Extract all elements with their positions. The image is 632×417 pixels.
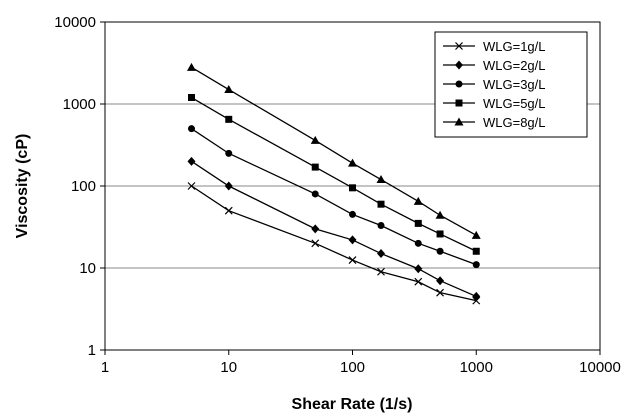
legend-item-5: WLG=8g/L — [443, 115, 546, 130]
legend-item-1: WLG=1g/L — [443, 39, 546, 54]
series-5 — [186, 62, 481, 239]
data-point-s2-8 — [472, 291, 481, 301]
series-3 — [187, 125, 480, 269]
data-point-s4-6 — [414, 219, 422, 227]
data-point-s2-1 — [187, 156, 196, 166]
data-point-s1-7 — [436, 288, 444, 297]
data-point-s4-2 — [225, 115, 233, 123]
data-point-s4-3 — [311, 163, 319, 171]
data-point-s2-5 — [377, 249, 386, 259]
series-line-4 — [191, 96, 477, 252]
data-point-s3-3 — [311, 190, 319, 198]
x-tick-label-1: 1 — [101, 359, 109, 376]
series-line-1 — [191, 185, 477, 302]
data-point-s5-3 — [310, 135, 320, 144]
data-point-s5-5 — [376, 175, 386, 184]
data-point-s5-8 — [471, 230, 481, 239]
data-point-s4-4 — [349, 184, 356, 192]
x-axis: 1 10 100 1000 10000 — [101, 350, 621, 376]
data-point-s5-4 — [348, 158, 357, 167]
series-2 — [187, 156, 481, 301]
data-point-s3-1 — [187, 125, 195, 133]
legend-label-4: WLG=5g/L — [483, 96, 546, 111]
data-point-s4-1 — [187, 94, 195, 102]
data-point-s2-4 — [348, 235, 357, 245]
data-point-s1-5 — [377, 267, 385, 276]
data-point-s2-6 — [414, 264, 423, 274]
series-4 — [187, 94, 480, 255]
legend-item-3: WLG=3g/L — [443, 77, 546, 92]
data-point-s5-7 — [435, 210, 445, 219]
series-line-5 — [191, 66, 477, 236]
data-point-s3-8 — [472, 261, 480, 269]
y-axis: 1 10 100 1000 10000 — [54, 14, 105, 359]
legend-marker-4 — [455, 99, 463, 107]
x-tick-label-1000: 1000 — [460, 359, 493, 376]
y-tick-label-100: 100 — [71, 178, 96, 195]
y-axis-title: Viscosity (cP) — [14, 134, 31, 239]
legend-marker-3 — [455, 80, 463, 88]
legend-label-3: WLG=3g/L — [483, 77, 546, 92]
x-axis-title: Shear Rate (1/s) — [292, 396, 413, 413]
legend-label-1: WLG=1g/L — [483, 39, 546, 54]
data-point-s4-7 — [436, 230, 444, 238]
series-line-2 — [191, 160, 477, 298]
series-layer — [186, 62, 481, 305]
data-point-s3-2 — [225, 149, 233, 157]
data-point-s3-4 — [349, 210, 356, 218]
legend-marker-1 — [455, 42, 463, 50]
data-point-s1-4 — [348, 256, 357, 264]
y-tick-label-10000: 10000 — [54, 14, 96, 31]
data-point-s2-2 — [224, 181, 233, 191]
data-point-s3-5 — [377, 221, 385, 229]
y-tick-label-10: 10 — [79, 260, 96, 277]
legend-item-4: WLG=5g/L — [443, 96, 546, 111]
data-point-s1-3 — [311, 239, 320, 248]
x-tick-label-100: 100 — [340, 359, 365, 376]
data-point-s1-6 — [414, 277, 423, 286]
data-point-s3-6 — [414, 239, 422, 247]
data-point-s2-7 — [436, 276, 445, 286]
data-point-s4-8 — [472, 247, 480, 255]
legend: WLG=1g/L WLG=2g/L WLG=3g/L WLG=5g/L WLG=8g/L — [434, 31, 588, 138]
x-tick-label-10: 10 — [220, 359, 237, 376]
data-point-s5-1 — [186, 62, 196, 71]
data-point-s3-7 — [436, 247, 444, 255]
x-tick-label-10000: 10000 — [579, 359, 621, 376]
data-point-s5-6 — [413, 196, 423, 205]
series-line-3 — [191, 128, 477, 266]
legend-label-2: WLG=2g/L — [483, 58, 546, 73]
series-1 — [187, 182, 481, 305]
y-tick-label-1: 1 — [88, 342, 96, 359]
data-point-s5-2 — [224, 85, 234, 94]
legend-marker-5 — [454, 117, 464, 126]
data-point-s1-1 — [187, 182, 196, 190]
legend-label-5: WLG=8g/L — [483, 115, 546, 130]
data-point-s1-2 — [224, 206, 233, 215]
legend-marker-2 — [455, 60, 463, 70]
data-point-s2-3 — [311, 224, 320, 234]
data-point-s4-5 — [377, 200, 385, 208]
y-tick-label-1000: 1000 — [63, 96, 96, 113]
legend-item-2: WLG=2g/L — [443, 58, 546, 73]
